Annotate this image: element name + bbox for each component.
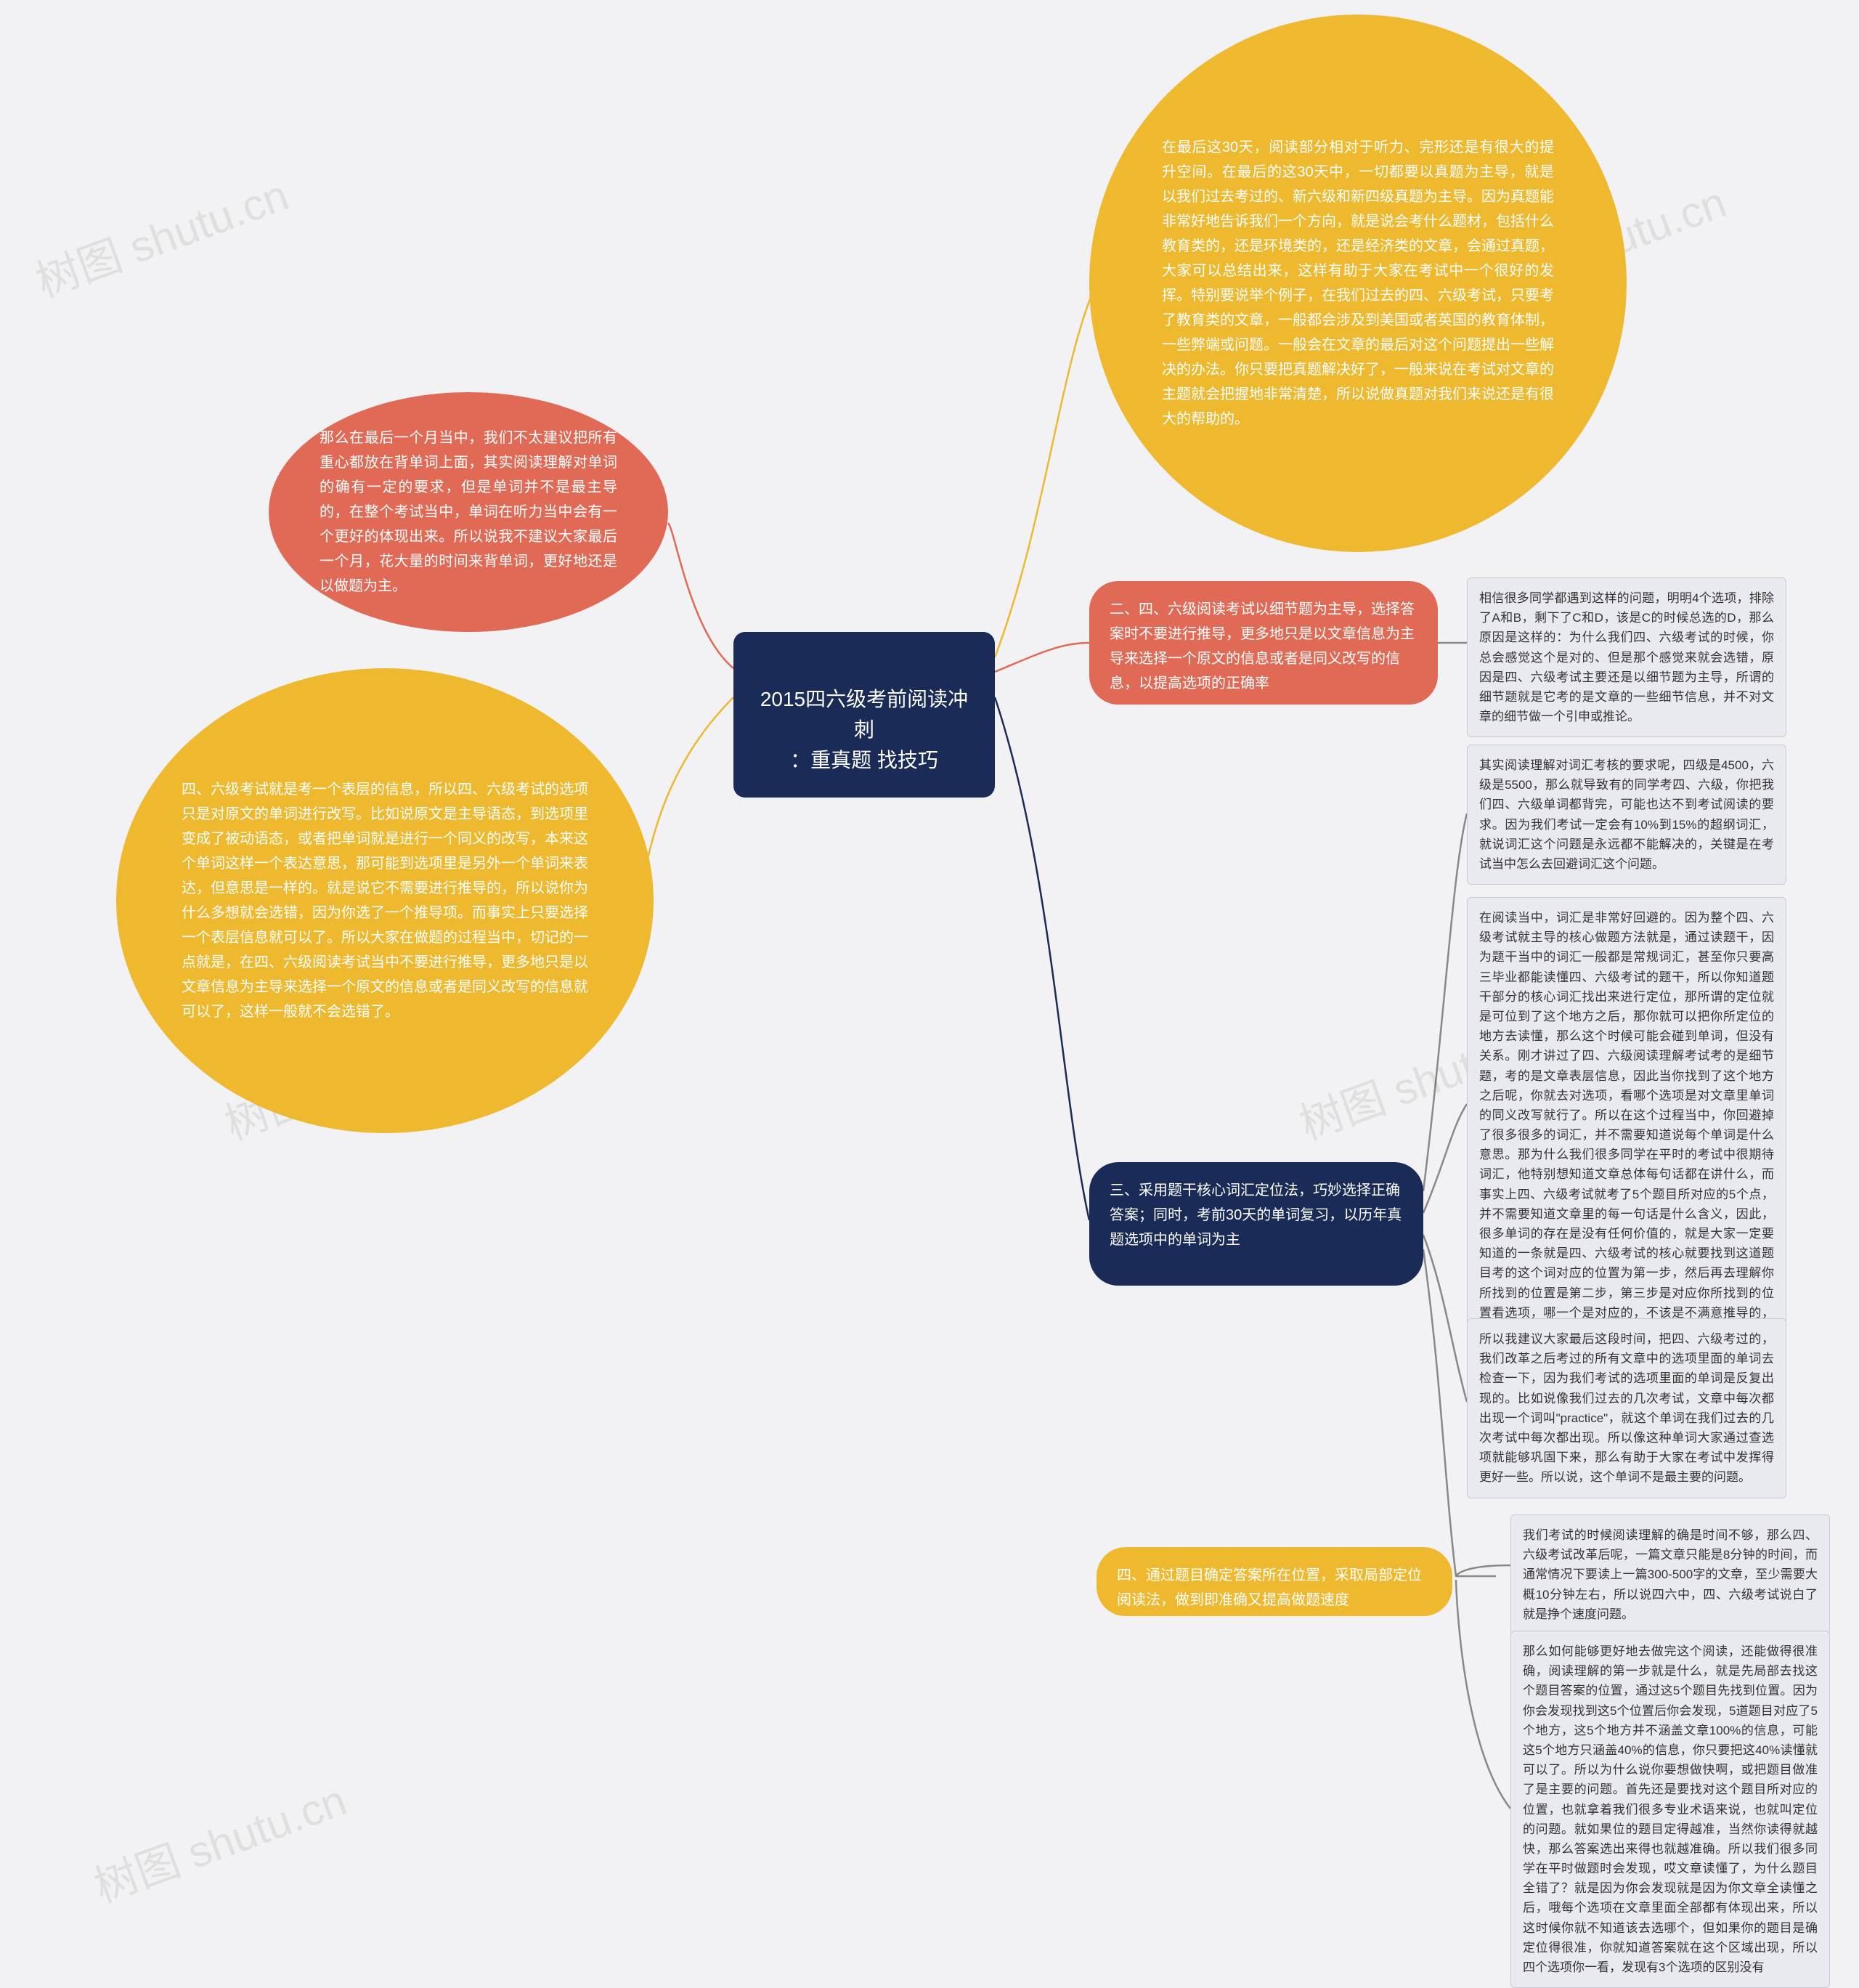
branch-yellow-left-text: 四、六级考试就是考一个表层的信息，所以四、六级考试的选项只是对原文的单词进行改写… bbox=[182, 777, 588, 1024]
note-3b-text: 在阅读当中，词汇是非常好回避的。因为整个四、六级考试就主导的核心做题方法就是，通… bbox=[1479, 911, 1774, 1359]
note-4b: 那么如何能够更好地去做完这个阅读，还能做得很准确，阅读理解的第一步就是什么，就是… bbox=[1510, 1631, 1830, 1988]
branch-yellow-top-text: 在最后这30天，阅读部分相对于听力、完形还是有很大的提升空间。在最后的这30天中… bbox=[1162, 135, 1554, 431]
branch-two-text: 二、四、六级阅读考试以细节题为主导，选择答案时不要进行推导，更多地只是以文章信息… bbox=[1110, 601, 1415, 691]
note-3c-text: 所以我建议大家最后这段时间，把四、六级考过的，我们改革之后考过的所有文章中的选项… bbox=[1479, 1332, 1774, 1484]
note-2a-text: 相信很多同学都遇到这样的问题，明明4个选项，排除了A和B，剩下了C和D，该是C的… bbox=[1479, 591, 1774, 723]
note-3c: 所以我建议大家最后这段时间，把四、六级考过的，我们改革之后考过的所有文章中的选项… bbox=[1467, 1318, 1786, 1498]
branch-two-detail: 二、四、六级阅读考试以细节题为主导，选择答案时不要进行推导，更多地只是以文章信息… bbox=[1089, 581, 1438, 705]
watermark: 树图 shutu.cn bbox=[84, 1765, 354, 1915]
center-node: 2015四六级考前阅读冲刺 ：重真题 找技巧 bbox=[733, 632, 995, 798]
center-text: 2015四六级考前阅读冲刺 ：重真题 找技巧 bbox=[760, 688, 968, 771]
watermark: 树图 shutu.cn bbox=[26, 160, 296, 309]
branch-four-locate: 四、通过题目确定答案所在位置，采取局部定位阅读法，做到即准确又提高做题速度 bbox=[1097, 1547, 1452, 1616]
note-4b-text: 那么如何能够更好地去做完这个阅读，还能做得很准确，阅读理解的第一步就是什么，就是… bbox=[1523, 1644, 1818, 1974]
note-3a-text: 其实阅读理解对词汇考核的要求呢，四级是4500，六级是5500，那么就导致有的同… bbox=[1479, 758, 1774, 871]
branch-four-text: 四、通过题目确定答案所在位置，采取局部定位阅读法，做到即准确又提高做题速度 bbox=[1117, 1567, 1422, 1608]
note-3a: 其实阅读理解对词汇考核的要求呢，四级是4500，六级是5500，那么就导致有的同… bbox=[1467, 745, 1786, 885]
note-4a: 我们考试的时候阅读理解的确是时间不够，那么四、六级考试改革后呢，一篇文章只能是8… bbox=[1510, 1514, 1830, 1635]
branch-yellow-30days: 在最后这30天，阅读部分相对于听力、完形还是有很大的提升空间。在最后的这30天中… bbox=[1089, 15, 1627, 552]
branch-three-keyword: 三、采用题干核心词汇定位法，巧妙选择正确答案；同时，考前30天的单词复习，以历年… bbox=[1089, 1162, 1423, 1286]
note-2a: 相信很多同学都遇到这样的问题，明明4个选项，排除了A和B，剩下了C和D，该是C的… bbox=[1467, 577, 1786, 737]
note-4a-text: 我们考试的时候阅读理解的确是时间不够，那么四、六级考试改革后呢，一篇文章只能是8… bbox=[1523, 1528, 1818, 1621]
note-3b: 在阅读当中，词汇是非常好回避的。因为整个四、六级考试就主导的核心做题方法就是，通… bbox=[1467, 897, 1786, 1373]
branch-red-vocab-text: 那么在最后一个月当中，我们不太建议把所有重心都放在背单词上面，其实阅读理解对单词… bbox=[320, 426, 617, 599]
branch-red-vocab: 那么在最后一个月当中，我们不太建议把所有重心都放在背单词上面，其实阅读理解对单词… bbox=[269, 392, 668, 632]
branch-yellow-surface-info: 四、六级考试就是考一个表层的信息，所以四、六级考试的选项只是对原文的单词进行改写… bbox=[116, 668, 654, 1133]
branch-three-text: 三、采用题干核心词汇定位法，巧妙选择正确答案；同时，考前30天的单词复习，以历年… bbox=[1110, 1182, 1402, 1248]
